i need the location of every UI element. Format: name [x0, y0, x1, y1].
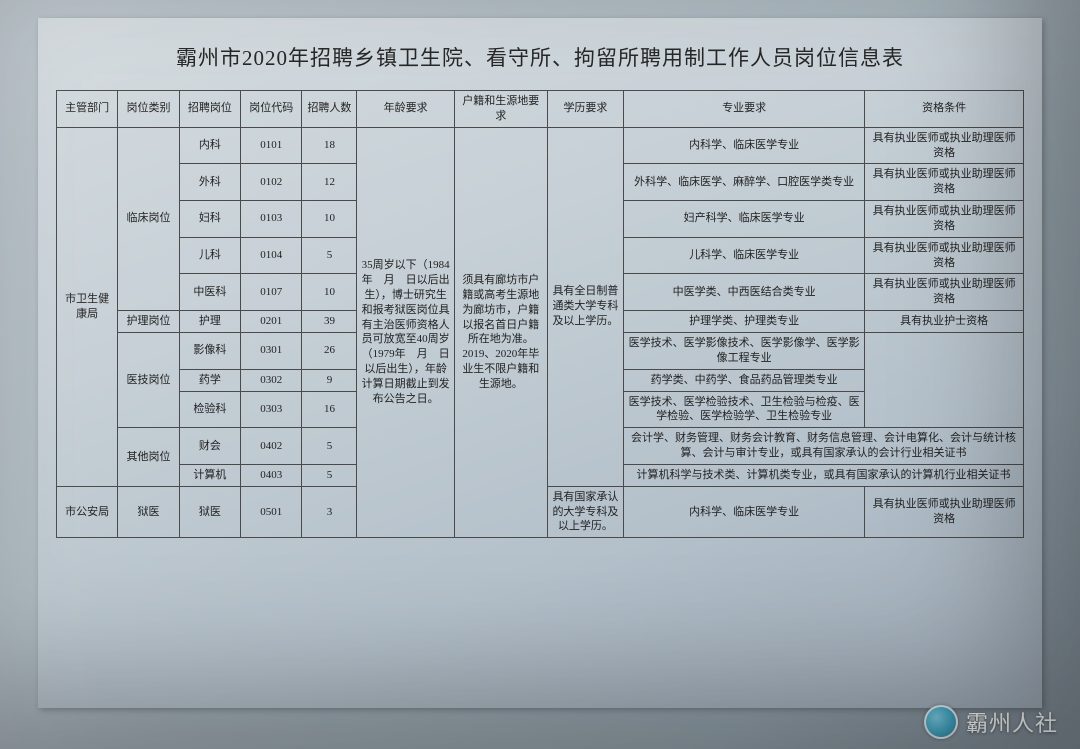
cell-code: 0402 [241, 428, 302, 465]
cell-major: 医学技术、医学检验技术、卫生检验与检疫、医学检验、医学检验学、卫生检验专业 [624, 391, 865, 428]
cell-num: 12 [302, 164, 357, 201]
cell-num: 26 [302, 332, 357, 369]
cell-num: 10 [302, 201, 357, 238]
cell-cat-nursing: 护理岗位 [118, 311, 179, 333]
cell-major: 医学技术、医学影像技术、医学影像学、医学影像工程专业 [624, 332, 865, 369]
cell-post: 妇科 [179, 201, 240, 238]
col-code: 岗位代码 [241, 91, 302, 128]
col-age: 年龄要求 [357, 91, 454, 128]
cell-cat-prison: 狱医 [118, 486, 179, 538]
positions-table: 主管部门 岗位类别 招聘岗位 岗位代码 招聘人数 年龄要求 户籍和生源地要求 学… [56, 90, 1024, 538]
cell-post: 护理 [179, 311, 240, 333]
table-row: 市卫生健康局 临床岗位 内科 0101 18 35周岁以下（1984年 月 日以… [57, 127, 1024, 164]
cell-major: 中医学类、中西医结合类专业 [624, 274, 865, 311]
cell-huji-req: 须具有廊坊市户籍或高考生源地为廊坊市，户籍以报名首日户籍所在地为准。2019、2… [454, 127, 547, 538]
watermark: 霸州人社 [924, 705, 1058, 739]
cell-qual: 具有执业医师或执业助理医师资格 [865, 274, 1024, 311]
cell-qual: 具有执业护士资格 [865, 311, 1024, 333]
cell-qual: 具有执业医师或执业助理医师资格 [865, 486, 1024, 538]
col-post: 招聘岗位 [179, 91, 240, 128]
cell-code: 0302 [241, 369, 302, 391]
page-title: 霸州市2020年招聘乡镇卫生院、看守所、拘留所聘用制工作人员岗位信息表 [56, 42, 1024, 72]
cell-cat-clinical: 临床岗位 [118, 127, 179, 310]
cell-major-merged: 会计学、财务管理、财务会计教育、财务信息管理、会计电算化、会计与统计核算、会计与… [624, 428, 1024, 465]
cell-post: 检验科 [179, 391, 240, 428]
cell-major: 内科学、临床医学专业 [624, 486, 865, 538]
cell-code: 0201 [241, 311, 302, 333]
cell-post: 影像科 [179, 332, 240, 369]
cell-num: 10 [302, 274, 357, 311]
col-qual: 资格条件 [865, 91, 1024, 128]
cell-post: 儿科 [179, 237, 240, 274]
cell-cat-tech: 医技岗位 [118, 332, 179, 427]
table-header-row: 主管部门 岗位类别 招聘岗位 岗位代码 招聘人数 年龄要求 户籍和生源地要求 学… [57, 91, 1024, 128]
cell-num: 5 [302, 428, 357, 465]
cell-num: 16 [302, 391, 357, 428]
cell-dept2: 市公安局 [57, 486, 118, 538]
cell-major: 儿科学、临床医学专业 [624, 237, 865, 274]
col-cat: 岗位类别 [118, 91, 179, 128]
col-dept: 主管部门 [57, 91, 118, 128]
cell-num: 3 [302, 486, 357, 538]
cell-post: 狱医 [179, 486, 240, 538]
document-sheet: 霸州市2020年招聘乡镇卫生院、看守所、拘留所聘用制工作人员岗位信息表 主管部门… [38, 18, 1042, 708]
cell-age-req: 35周岁以下（1984年 月 日以后出生），博士研究生和报考狱医岗位具有主治医师… [357, 127, 454, 538]
cell-code: 0301 [241, 332, 302, 369]
cell-code: 0303 [241, 391, 302, 428]
col-major: 专业要求 [624, 91, 865, 128]
cell-post: 中医科 [179, 274, 240, 311]
cell-major: 护理学类、护理类专业 [624, 311, 865, 333]
cell-qual: 具有执业医师或执业助理医师资格 [865, 237, 1024, 274]
col-edu: 学历要求 [547, 91, 623, 128]
cell-dept1: 市卫生健康局 [57, 127, 118, 486]
cell-qual: 具有执业医师或执业助理医师资格 [865, 127, 1024, 164]
cell-major: 外科学、临床医学、麻醉学、口腔医学类专业 [624, 164, 865, 201]
cell-post: 计算机 [179, 464, 240, 486]
cell-code: 0403 [241, 464, 302, 486]
cell-num: 9 [302, 369, 357, 391]
watermark-text: 霸州人社 [966, 706, 1058, 738]
cell-post: 内科 [179, 127, 240, 164]
cell-post: 外科 [179, 164, 240, 201]
cell-num: 18 [302, 127, 357, 164]
cell-qual: 具有执业医师或执业助理医师资格 [865, 201, 1024, 238]
cell-num: 39 [302, 311, 357, 333]
watermark-logo-icon [924, 705, 958, 739]
cell-code: 0104 [241, 237, 302, 274]
cell-edu-req1: 具有全日制普通类大学专科及以上学历。 [547, 127, 623, 486]
col-num: 招聘人数 [302, 91, 357, 128]
cell-major: 内科学、临床医学专业 [624, 127, 865, 164]
cell-num: 5 [302, 464, 357, 486]
cell-post: 药学 [179, 369, 240, 391]
cell-code: 0102 [241, 164, 302, 201]
cell-cat-other: 其他岗位 [118, 428, 179, 487]
cell-post: 财会 [179, 428, 240, 465]
cell-code: 0501 [241, 486, 302, 538]
cell-edu-req2: 具有国家承认的大学专科及以上学历。 [547, 486, 623, 538]
col-huji: 户籍和生源地要求 [454, 91, 547, 128]
cell-qual: 具有执业医师或执业助理医师资格 [865, 164, 1024, 201]
cell-major-merged: 计算机科学与技术类、计算机类专业，或具有国家承认的计算机行业相关证书 [624, 464, 1024, 486]
cell-num: 5 [302, 237, 357, 274]
cell-qual-empty [865, 332, 1024, 427]
cell-major: 妇产科学、临床医学专业 [624, 201, 865, 238]
cell-code: 0107 [241, 274, 302, 311]
cell-code: 0101 [241, 127, 302, 164]
cell-major: 药学类、中药学、食品药品管理类专业 [624, 369, 865, 391]
cell-code: 0103 [241, 201, 302, 238]
